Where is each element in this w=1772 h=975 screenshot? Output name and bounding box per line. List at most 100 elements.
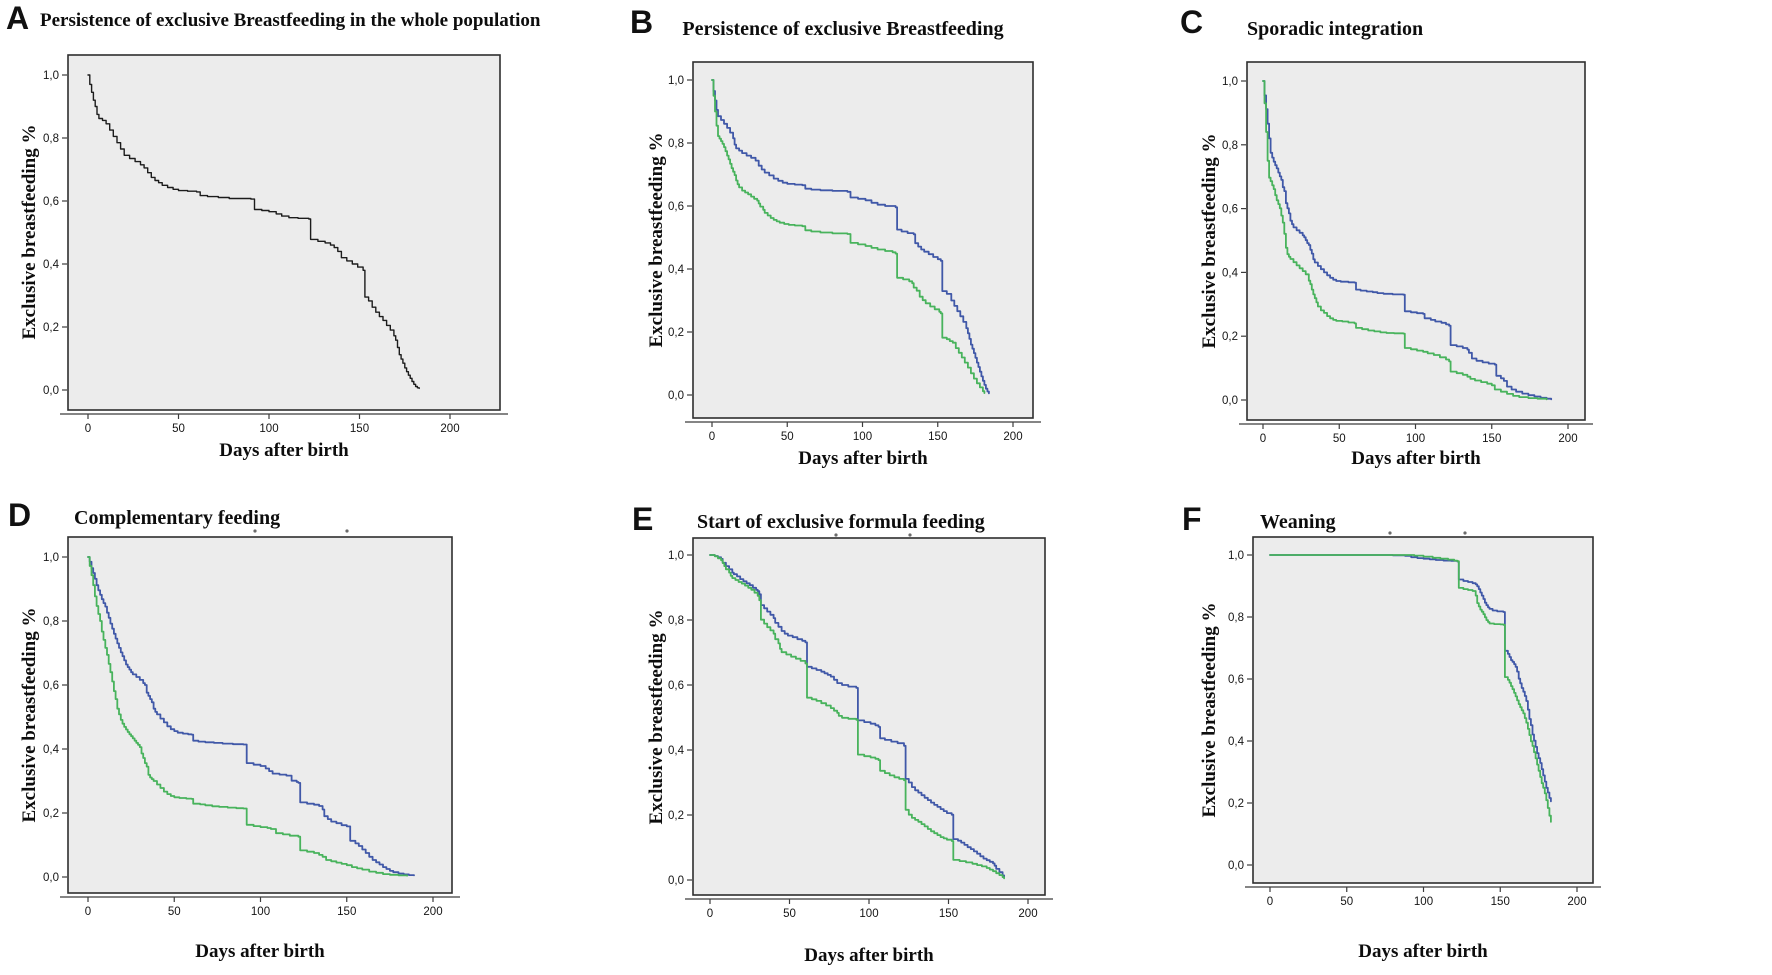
svg-text:100: 100 — [1406, 433, 1425, 445]
svg-text:1,0: 1,0 — [1228, 550, 1244, 562]
panel-title-d: Complementary feeding — [74, 507, 281, 529]
svg-text:150: 150 — [1491, 896, 1510, 908]
svg-text:150: 150 — [337, 906, 356, 918]
panel-title-a: Persistence of exclusive Breastfeeding i… — [40, 10, 541, 31]
svg-text:150: 150 — [928, 431, 947, 443]
svg-text:0,0: 0,0 — [1222, 395, 1238, 407]
svg-text:200: 200 — [440, 423, 459, 435]
svg-text:0,8: 0,8 — [668, 615, 684, 627]
svg-text:0,0: 0,0 — [668, 390, 684, 402]
svg-text:0: 0 — [709, 431, 715, 443]
svg-text:0,8: 0,8 — [668, 138, 684, 150]
panel-e: 0,0 0,2 0,4 0,6 0,8 1,0 0 50 100 150 200 E Start o… — [560, 495, 1120, 975]
y-axis-label-e: Exclusive breastfeeding % — [646, 609, 667, 825]
svg-text:0: 0 — [85, 906, 91, 918]
svg-text:0,0: 0,0 — [43, 385, 59, 397]
svg-text:0,2: 0,2 — [668, 810, 684, 822]
panel-letter-c: C — [1180, 4, 1204, 40]
panel-letter-f: F — [1182, 501, 1202, 537]
svg-text:0,8: 0,8 — [1228, 612, 1244, 624]
svg-text:0,2: 0,2 — [1222, 331, 1238, 343]
x-axis-label-f: Days after birth — [1358, 941, 1488, 962]
survival-plot-f: 0,0 0,2 0,4 0,6 0,8 1,0 0 50 100 150 200 — [1228, 531, 1601, 908]
svg-text:0,0: 0,0 — [1228, 860, 1244, 872]
svg-text:50: 50 — [1340, 896, 1353, 908]
panel-title-c: Sporadic integration — [1247, 18, 1424, 40]
panel-letter-e: E — [632, 501, 654, 537]
x-axis-label-e: Days after birth — [804, 945, 934, 966]
svg-text:0: 0 — [707, 908, 713, 920]
svg-text:0,0: 0,0 — [43, 872, 59, 884]
svg-text:0,4: 0,4 — [1222, 267, 1239, 279]
svg-text:50: 50 — [781, 431, 794, 443]
panel-title-e: Start of exclusive formula feeding — [697, 511, 985, 533]
svg-text:0: 0 — [85, 423, 91, 435]
x-axis-label-a: Days after birth — [219, 440, 349, 461]
svg-text:100: 100 — [259, 423, 278, 435]
svg-text:200: 200 — [1018, 908, 1037, 920]
y-axis-label-a: Exclusive breastfeeding % — [19, 124, 40, 340]
svg-text:0,2: 0,2 — [668, 327, 684, 339]
svg-text:100: 100 — [1414, 896, 1433, 908]
svg-text:0,4: 0,4 — [43, 259, 60, 271]
svg-text:0,4: 0,4 — [668, 264, 685, 276]
svg-text:0,4: 0,4 — [43, 744, 60, 756]
x-axis-label-d: Days after birth — [195, 941, 325, 962]
panel-c: 0,0 0,2 0,4 0,6 0,8 1,0 0 50 100 150 200 C Sporadi… — [1120, 0, 1772, 495]
panel-letter-a: A — [6, 0, 30, 36]
svg-text:0: 0 — [1267, 896, 1273, 908]
svg-text:1,0: 1,0 — [668, 75, 684, 87]
svg-text:200: 200 — [423, 906, 442, 918]
svg-text:0,2: 0,2 — [43, 322, 59, 334]
svg-text:0,2: 0,2 — [43, 808, 59, 820]
svg-text:200: 200 — [1567, 896, 1586, 908]
panel-f: 0,0 0,2 0,4 0,6 0,8 1,0 0 50 100 150 200 F Weaning… — [1120, 495, 1772, 975]
svg-text:50: 50 — [1333, 433, 1346, 445]
svg-text:0,6: 0,6 — [43, 680, 59, 692]
panel-title-f: Weaning — [1260, 511, 1336, 533]
svg-text:1,0: 1,0 — [1222, 76, 1238, 88]
svg-text:100: 100 — [251, 906, 270, 918]
panel-b: 0,0 0,2 0,4 0,6 0,8 1,0 0 50 100 150 200 B Persist… — [560, 0, 1120, 495]
svg-text:0,0: 0,0 — [668, 875, 684, 887]
svg-text:0,6: 0,6 — [1222, 204, 1238, 216]
svg-text:0,8: 0,8 — [1222, 140, 1238, 152]
panel-letter-d: D — [8, 497, 32, 533]
survival-plot-e: 0,0 0,2 0,4 0,6 0,8 1,0 0 50 100 150 200 — [668, 533, 1053, 920]
svg-text:0,4: 0,4 — [668, 745, 685, 757]
svg-text:0,6: 0,6 — [43, 196, 59, 208]
svg-text:100: 100 — [853, 431, 872, 443]
svg-text:0,2: 0,2 — [1228, 798, 1244, 810]
y-axis-label-d: Exclusive breastfeeding % — [19, 607, 40, 823]
panel-title-b: Persistence of exclusive Breastfeeding — [682, 18, 1004, 40]
svg-text:1,0: 1,0 — [43, 552, 59, 564]
y-axis-label-b: Exclusive breastfeeding % — [646, 132, 667, 348]
svg-text:150: 150 — [939, 908, 958, 920]
svg-text:150: 150 — [1482, 433, 1501, 445]
svg-text:0,8: 0,8 — [43, 133, 59, 145]
panel-d: 0,0 0,2 0,4 0,6 0,8 1,0 0 50 100 150 200 D Complem… — [0, 495, 560, 975]
svg-text:50: 50 — [783, 908, 796, 920]
y-axis-label-f: Exclusive breastfeeding % — [1199, 602, 1220, 818]
svg-text:1,0: 1,0 — [668, 550, 684, 562]
svg-text:0,6: 0,6 — [1228, 674, 1244, 686]
svg-text:0,8: 0,8 — [43, 616, 59, 628]
y-axis-label-c: Exclusive breastfeeding % — [1199, 133, 1220, 349]
svg-text:1,0: 1,0 — [43, 70, 59, 82]
svg-text:0,4: 0,4 — [1228, 736, 1245, 748]
svg-text:150: 150 — [350, 423, 369, 435]
svg-text:50: 50 — [172, 423, 185, 435]
svg-text:200: 200 — [1003, 431, 1022, 443]
survival-plot-d: 0,0 0,2 0,4 0,6 0,8 1,0 0 50 100 150 200 — [43, 529, 460, 918]
survival-plot-a: 0,0 0,2 0,4 0,6 0,8 1,0 0 50 100 150 200 — [43, 54, 508, 435]
panel-a: 0,0 0,2 0,4 0,6 0,8 1,0 0 50 100 150 200 A Persist… — [0, 0, 560, 495]
x-axis-label-c: Days after birth — [1351, 448, 1481, 469]
svg-text:0,6: 0,6 — [668, 680, 684, 692]
panel-letter-b: B — [630, 4, 654, 40]
svg-text:100: 100 — [859, 908, 878, 920]
svg-text:0: 0 — [1260, 433, 1266, 445]
svg-text:50: 50 — [168, 906, 181, 918]
svg-text:200: 200 — [1558, 433, 1577, 445]
x-axis-label-b: Days after birth — [798, 448, 928, 469]
